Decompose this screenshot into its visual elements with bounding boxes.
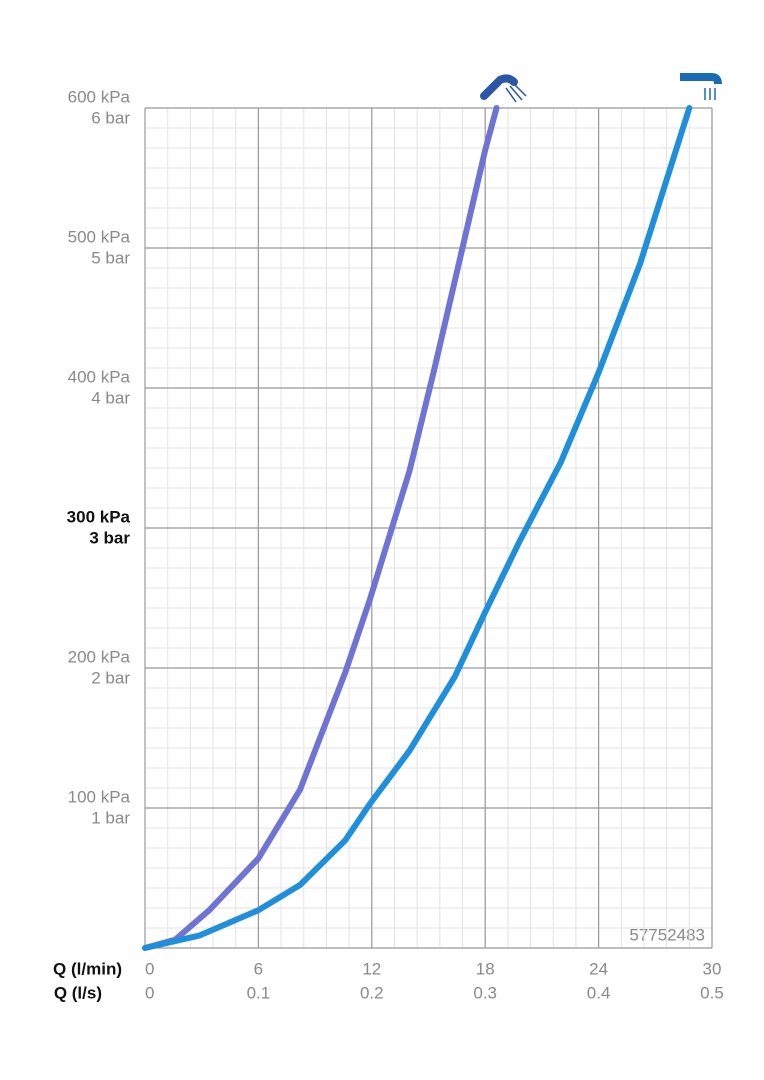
x-tick-label: 12 <box>362 959 381 978</box>
y-tick-bar-label: 4 bar <box>91 388 130 407</box>
x-tick-label: 18 <box>476 959 495 978</box>
x2-tick-label: 0.2 <box>360 983 384 1002</box>
y-tick-label: 100 kPa <box>68 787 131 806</box>
y-tick-label: 500 kPa <box>68 227 131 246</box>
x2-tick-label: 0.4 <box>587 983 611 1002</box>
y-tick-label: 200 kPa <box>68 647 131 666</box>
y-tick-bar-label: 5 bar <box>91 248 130 267</box>
y-tick-label: 600 kPa <box>68 87 131 106</box>
spout-icon <box>680 73 722 100</box>
x2-tick-label: 0 <box>145 983 154 1002</box>
x-axis-label: Q (l/min) <box>53 959 122 978</box>
y-tick-bar-label: 3 bar <box>89 528 130 547</box>
annotation: 57752483 <box>629 925 705 944</box>
x-tick-label: 30 <box>703 959 722 978</box>
x-tick-label: 0 <box>145 959 154 978</box>
x2-tick-label: 0.3 <box>473 983 497 1002</box>
x2-tick-label: 0.5 <box>700 983 724 1002</box>
x2-tick-label: 0.1 <box>247 983 271 1002</box>
shower-icon <box>480 74 527 103</box>
y-tick-bar-label: 2 bar <box>91 668 130 687</box>
curve <box>142 105 500 951</box>
x-tick-label: 6 <box>254 959 263 978</box>
y-tick-bar-label: 6 bar <box>91 108 130 127</box>
x2-axis-label: Q (l/s) <box>54 983 102 1002</box>
x-tick-label: 24 <box>589 959 608 978</box>
curve <box>142 105 693 951</box>
y-tick-bar-label: 1 bar <box>91 808 130 827</box>
y-tick-label: 400 kPa <box>68 367 131 386</box>
y-tick-label: 300 kPa <box>67 507 131 526</box>
